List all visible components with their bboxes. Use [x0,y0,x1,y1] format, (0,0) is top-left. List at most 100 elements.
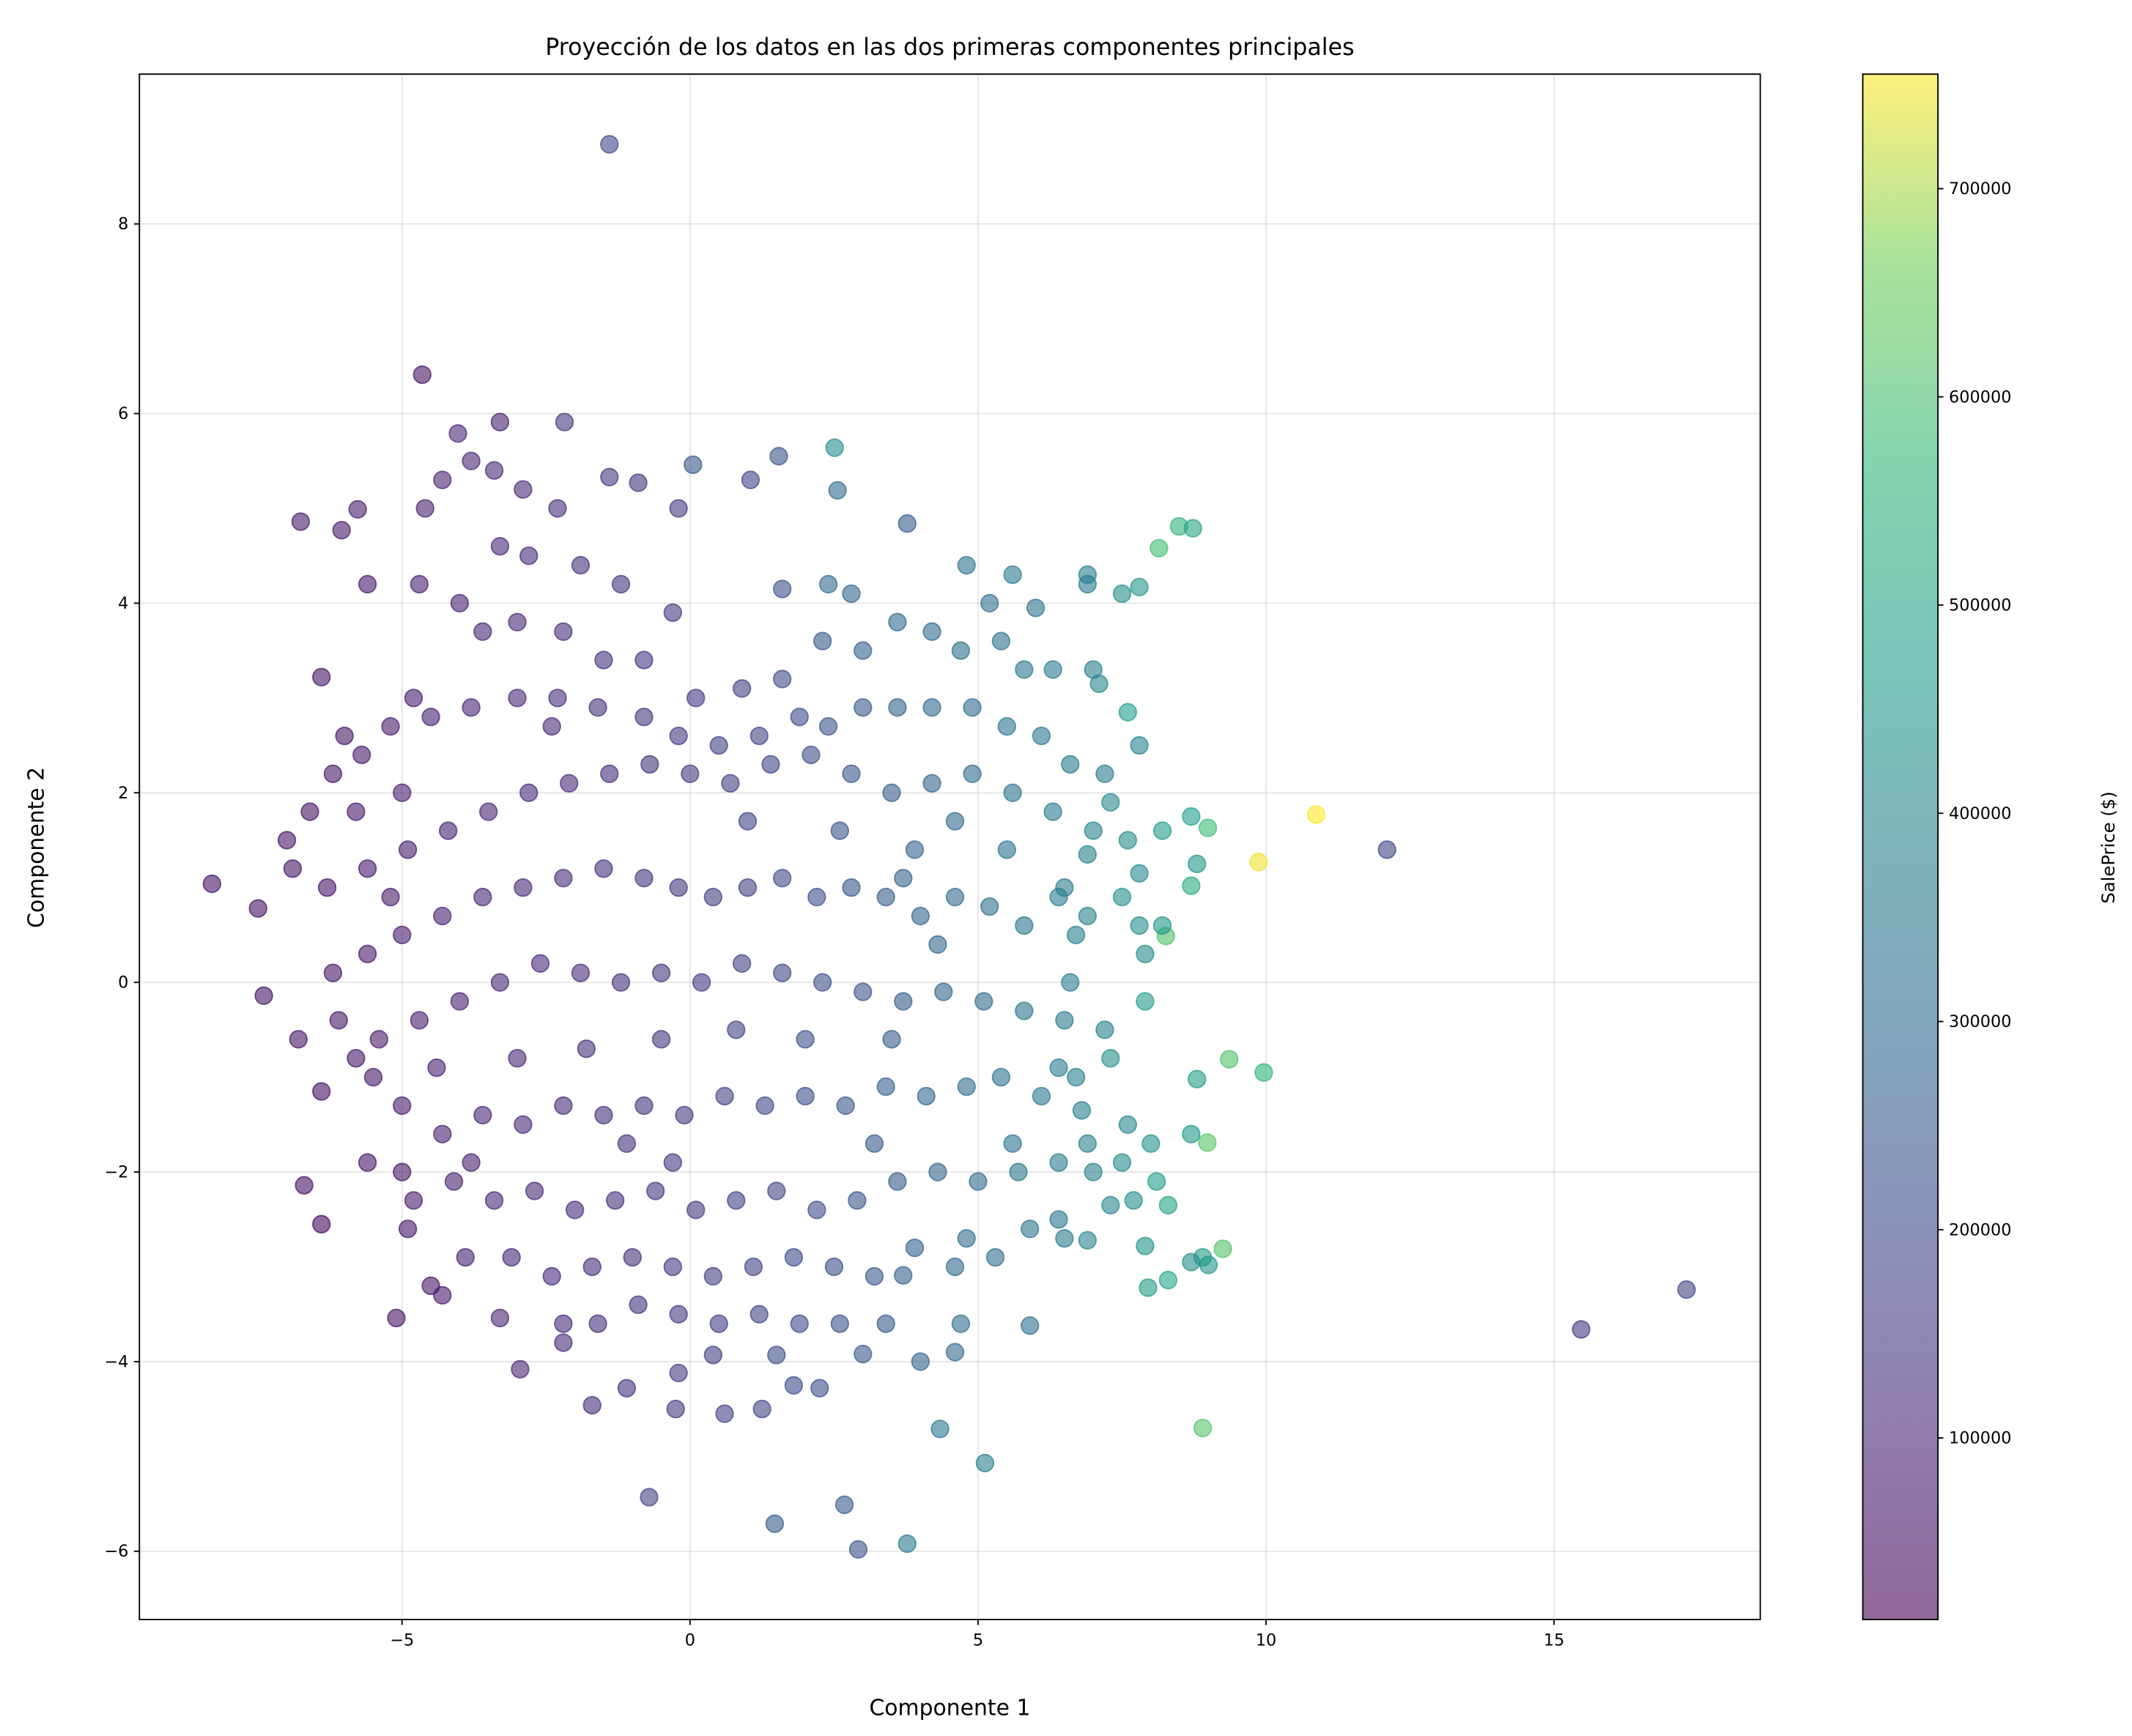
data-point [842,878,861,897]
data-point [686,1201,706,1220]
data-point [957,1077,976,1097]
data-point [1112,584,1132,604]
data-point [640,1488,659,1507]
data-point [807,1201,826,1220]
data-point [363,1067,383,1087]
data-point [1055,878,1074,897]
data-point [854,1344,873,1364]
data-point [1061,973,1080,992]
data-point [438,821,458,840]
data-point [300,802,319,821]
data-point [479,802,498,821]
data-point [323,963,343,982]
data-point [1118,831,1138,850]
data-point [358,944,377,964]
data-point [248,899,267,918]
data-point [945,1343,965,1362]
data-point [669,726,688,746]
data-point [398,840,418,859]
data-point [617,1379,637,1398]
data-point [571,555,591,575]
data-point [433,470,452,489]
data-point [1130,864,1149,883]
data-point [1136,1236,1155,1255]
data-point [484,461,504,480]
data-point [865,1134,884,1153]
data-point [790,708,809,727]
data-point [1188,1069,1207,1088]
colorbar-tick-label: 300000 [1949,1012,2011,1031]
data-point [594,859,613,878]
x-tick-label: 0 [685,1631,695,1650]
y-tick-label: 8 [118,215,128,234]
colorbar-tick-label: 400000 [1949,804,2011,823]
data-point [329,1011,348,1030]
data-point [1032,726,1051,746]
data-point [444,1172,464,1191]
y-tick-label: 0 [118,973,128,993]
data-point [1021,1316,1040,1335]
data-point [911,906,930,926]
data-point [1158,1195,1178,1215]
data-point [611,574,631,594]
data-point [410,574,429,594]
data-point [928,935,947,954]
data-point [548,689,567,708]
data-point [669,499,688,518]
data-point [1003,565,1022,585]
data-point [772,669,792,689]
data-point [1193,1418,1213,1438]
data-point [427,1058,446,1077]
data-point [1032,1086,1051,1106]
data-point [1199,1255,1218,1275]
data-point [1043,660,1062,679]
data-point [629,473,648,492]
data-point [1078,1134,1098,1153]
data-point [1112,888,1132,907]
data-point [732,679,752,698]
data-point [1049,1153,1068,1172]
data-point [1043,802,1062,821]
data-point [818,574,838,594]
data-point [1141,1134,1161,1153]
data-point [1078,1231,1098,1250]
data-point [600,764,619,784]
data-point [582,1395,602,1415]
data-point [530,954,550,973]
data-point [651,963,671,982]
data-point [1049,1210,1068,1229]
data-point [703,1266,723,1286]
y-tick-label: 6 [118,404,128,423]
data-point [842,584,861,604]
data-point [582,1257,602,1277]
data-point [684,455,703,475]
data-point [542,717,561,736]
data-point [323,764,343,784]
data-point [991,1067,1011,1087]
data-point [448,424,467,443]
data-point [997,840,1016,859]
data-point [772,579,792,598]
data-point [490,537,510,556]
data-point [715,1404,734,1423]
data-point [911,1352,930,1371]
data-point [1130,916,1149,935]
data-point [634,869,654,888]
data-point [450,992,470,1011]
data-point [802,745,821,765]
data-point [393,783,412,802]
data-point [312,1082,331,1101]
data-point [1198,1133,1217,1152]
data-point [1055,1011,1074,1030]
data-point [1112,1153,1132,1172]
data-point [854,982,873,1001]
data-point [450,593,470,613]
data-point [473,1105,492,1125]
data-point [1078,574,1098,594]
data-point [991,631,1011,650]
data-point [1015,1001,1034,1020]
data-point [202,874,222,894]
data-point [623,1247,642,1267]
colorbar-tick-label: 500000 [1949,596,2011,615]
data-point [1095,764,1114,784]
